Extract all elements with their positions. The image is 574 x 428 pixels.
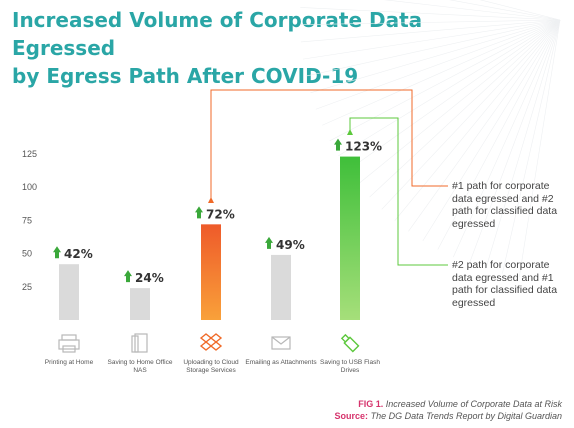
callout-usb-line-3: path for classified data [452,284,558,296]
bar [340,156,360,320]
y-tick-label: 125 [22,149,37,159]
chart-title: Increased Volume of Corporate Data Egres… [12,6,432,90]
data-label-group: 42% [53,246,93,261]
background-line [369,19,561,198]
nas-device-icon [131,333,148,353]
background-line [302,19,561,60]
y-tick-label: 25 [22,282,32,292]
background-line [485,19,561,270]
background-line [479,0,561,21]
category-icons [58,333,360,353]
envelope-icon [271,336,291,350]
background-line [383,0,561,21]
category-label: Uploading to Cloud Storage Services [183,359,239,374]
background-line [468,19,561,264]
background-line [381,19,561,210]
y-tick-label: 75 [22,215,32,225]
printer-icon [58,334,80,353]
callout-connector-green [347,117,448,266]
background-line [408,19,561,232]
background-line [310,19,561,94]
figure-caption: FIG 1. Increased Volume of Corporate Dat… [358,399,562,409]
up-arrow-icon [334,138,342,151]
background-line [300,7,561,21]
y-axis: 25 50 75 100 125 [22,149,37,292]
data-label: 24% [135,271,164,285]
chart-title-line-1: Increased Volume of Corporate Data Egres… [12,8,423,60]
background-line [422,19,561,242]
data-label: 72% [206,207,235,221]
background-line-pattern [300,0,561,277]
bar [201,224,221,320]
background-line [347,19,561,171]
background-line [453,19,561,258]
source-text: The DG Data Trends Report by Digital Gua… [370,411,562,421]
callout-cloud-line-1: #1 path for corporate [452,180,550,192]
background-line [437,19,561,250]
background-line [300,19,561,43]
category-label: Printing at Home [44,359,94,366]
background-line [322,19,561,126]
up-arrow-icon [265,236,273,249]
data-label-group: 49% [265,236,305,252]
up-arrow-icon [124,270,132,283]
up-arrow-icon [53,246,61,259]
callout-connectors [208,89,448,266]
figure-label: FIG 1. [358,399,384,409]
data-label: 123% [345,140,382,154]
background-line [300,19,561,26]
figure-text: Increased Volume of Corporate Data at Ri… [385,399,562,409]
background-line [519,19,561,277]
dropbox-icon [199,333,223,351]
data-label: 49% [276,238,305,252]
background-line [358,19,561,185]
data-label-group: 72% [195,206,235,221]
background-line [449,0,561,21]
callout-cloud-line-4: egressed [452,217,496,230]
data-label: 42% [64,247,93,261]
bar [271,254,291,320]
chart-title-line-2: by Egress Path After COVID-19 [12,64,359,88]
data-labels: 42% 24% 72% 49% 123% [53,138,382,285]
data-label-group: 123% [334,138,382,154]
y-tick-label: 100 [22,182,37,192]
callout-cloud: #1 path for corporate data egressed and … [452,180,574,230]
up-arrow-icon [195,206,203,219]
callout-cloud-line-3: path for classified data [452,205,558,217]
callout-usb-line-2: data egressed and #1 [452,271,554,284]
background-line [329,19,561,142]
callout-usb: #2 path for corporate data egressed and … [452,259,574,309]
category-label: Saving to USB Flash Drives [320,359,380,374]
data-label-group: 24% [124,270,164,285]
category-label: Saving to Home Office NAS [107,359,173,374]
callout-connector-orange [208,89,448,203]
bar [130,288,150,320]
callout-cloud-line-2: data egressed and #2 [452,192,554,205]
background-line [394,19,561,221]
usb-drive-icon [340,333,360,353]
background-line [306,19,561,77]
y-tick-label: 50 [22,249,32,259]
bar [59,264,79,320]
source-caption: Source: The DG Data Trends Report by Dig… [335,411,562,421]
category-label: Emailing as Attachments [245,359,317,366]
bars [59,156,360,320]
callout-usb-line-1: #2 path for corporate [452,259,550,271]
callout-usb-line-4: egressed [452,296,496,309]
background-line [338,19,561,157]
background-line [315,19,561,110]
source-label: Source: [334,411,369,421]
background-line [502,19,561,274]
